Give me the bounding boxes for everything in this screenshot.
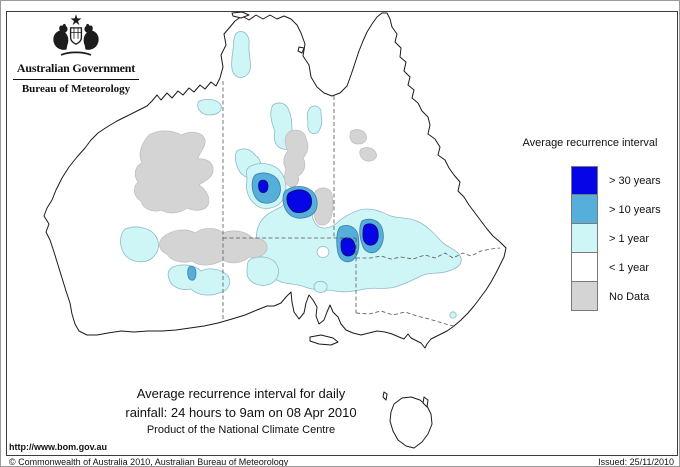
- legend-label: < 1 year: [609, 261, 650, 274]
- legend: Average recurrence interval > 30 years >…: [501, 137, 679, 311]
- legend-row-gt-30-years: > 30 years: [501, 166, 679, 195]
- map-title-block: Average recurrence interval for daily ra…: [81, 384, 401, 438]
- rainfall-patches-gt-1-year: [120, 31, 462, 441]
- no-data-patches: [134, 129, 377, 266]
- legend-row-lt-1-year: < 1 year: [501, 252, 679, 282]
- map-frame: [6, 11, 678, 456]
- legend-title: Average recurrence interval: [522, 137, 658, 149]
- legend-swatch-gt-10-years: [571, 194, 598, 224]
- legend-label: No Data: [609, 290, 650, 303]
- legend-row-no-data: No Data: [501, 281, 679, 311]
- state-borders: [222, 81, 501, 327]
- logo-bureau-text: Bureau of Meteorology: [21, 83, 131, 95]
- map-title-line3: Product of the National Climate Centre: [146, 424, 336, 436]
- legend-row-gt-1-year: > 1 year: [501, 223, 679, 253]
- legend-swatch-no-data: [571, 281, 598, 311]
- legend-swatch-gt-1-year: [571, 223, 598, 253]
- issued-date-text: Issued: 25/11/2010: [598, 457, 674, 467]
- legend-swatch-gt-30-years: [571, 166, 598, 195]
- coastline-islands: [231, 11, 433, 449]
- legend-label: > 30 years: [609, 174, 661, 187]
- bom-logo: Australian Government Bureau of Meteorol…: [5, 13, 147, 95]
- rainfall-patches-gt-30-years: [258, 179, 379, 257]
- legend-label: > 1 year: [609, 232, 650, 245]
- legend-swatch-lt-1-year: [571, 252, 598, 282]
- less-than-1-year-hole: [316, 246, 330, 258]
- logo-divider: [13, 79, 139, 80]
- map-title-line1: Average recurrence interval for daily: [136, 386, 346, 401]
- copyright-text: © Commonwealth of Australia 2010, Austra…: [9, 457, 289, 467]
- logo-government-text: Australian Government: [16, 61, 136, 75]
- bom-url-text: http://www.bom.gov.au: [9, 442, 107, 452]
- australian-coat-of-arms-icon: [53, 14, 99, 56]
- legend-row-gt-10-years: > 10 years: [501, 194, 679, 224]
- map-title-line2: rainfall: 24 hours to 9am on 08 Apr 2010: [125, 405, 357, 420]
- legend-label: > 10 years: [609, 203, 661, 216]
